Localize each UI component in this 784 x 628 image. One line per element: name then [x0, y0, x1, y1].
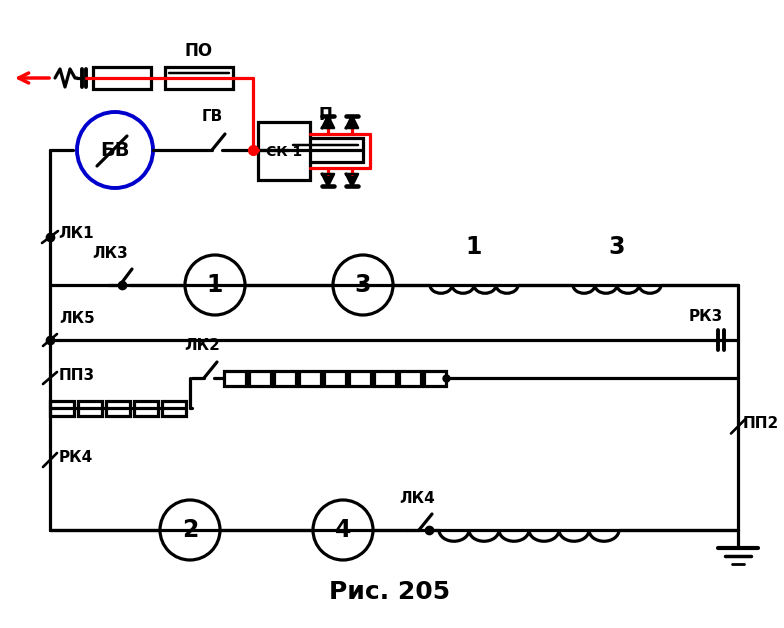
Bar [224, 371, 246, 386]
Text: 4: 4 [335, 518, 351, 542]
Text: РК3: РК3 [689, 309, 724, 324]
Text: ЛК3: ЛК3 [93, 246, 128, 261]
Text: ПО: ПО [185, 42, 213, 60]
Text: ГВ: ГВ [201, 109, 223, 124]
Bar [78, 401, 102, 416]
Bar [249, 371, 271, 386]
Bar [162, 401, 186, 416]
Bar [165, 67, 233, 89]
Bar [106, 401, 130, 416]
Polygon shape [346, 174, 358, 186]
Bar [299, 371, 321, 386]
Bar [399, 371, 421, 386]
Text: ЛК4: ЛК4 [399, 491, 435, 506]
Bar [134, 401, 158, 416]
Text: ПП3: ПП3 [59, 367, 95, 382]
Text: РК4: РК4 [59, 450, 93, 465]
Bar [288, 138, 363, 162]
Text: ЛК5: ЛК5 [59, 311, 95, 326]
Text: СК 1: СК 1 [266, 145, 302, 159]
Bar [349, 371, 371, 386]
Bar [274, 371, 296, 386]
Bar [50, 401, 74, 416]
Text: 3: 3 [354, 273, 372, 297]
Text: 2: 2 [182, 518, 198, 542]
Text: П: П [318, 106, 332, 124]
Polygon shape [322, 174, 334, 186]
Bar [324, 371, 346, 386]
Text: 1: 1 [466, 235, 482, 259]
Polygon shape [322, 116, 334, 128]
Text: 1: 1 [207, 273, 223, 297]
Text: БВ: БВ [100, 141, 129, 160]
Polygon shape [346, 116, 358, 128]
Text: ПП2: ПП2 [743, 416, 779, 431]
Text: 3: 3 [608, 235, 626, 259]
Bar [374, 371, 396, 386]
Text: ЛК1: ЛК1 [58, 227, 93, 242]
Bar [258, 122, 310, 180]
Bar [93, 67, 151, 89]
Text: Рис. 205: Рис. 205 [329, 580, 451, 604]
Text: ЛК2: ЛК2 [184, 338, 220, 353]
Bar [424, 371, 446, 386]
